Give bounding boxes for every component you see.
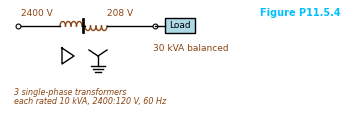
Text: 208 V: 208 V — [107, 9, 133, 18]
Text: 2400 V: 2400 V — [21, 9, 53, 18]
Text: 30 kVA balanced: 30 kVA balanced — [153, 44, 229, 53]
Text: 3 single-phase transformers: 3 single-phase transformers — [14, 88, 126, 97]
Text: each rated 10 kVA, 2400:120 V, 60 Hz: each rated 10 kVA, 2400:120 V, 60 Hz — [14, 97, 166, 106]
FancyBboxPatch shape — [165, 18, 195, 33]
Text: Load: Load — [169, 21, 191, 30]
Text: Figure P11.5.4: Figure P11.5.4 — [260, 8, 340, 18]
